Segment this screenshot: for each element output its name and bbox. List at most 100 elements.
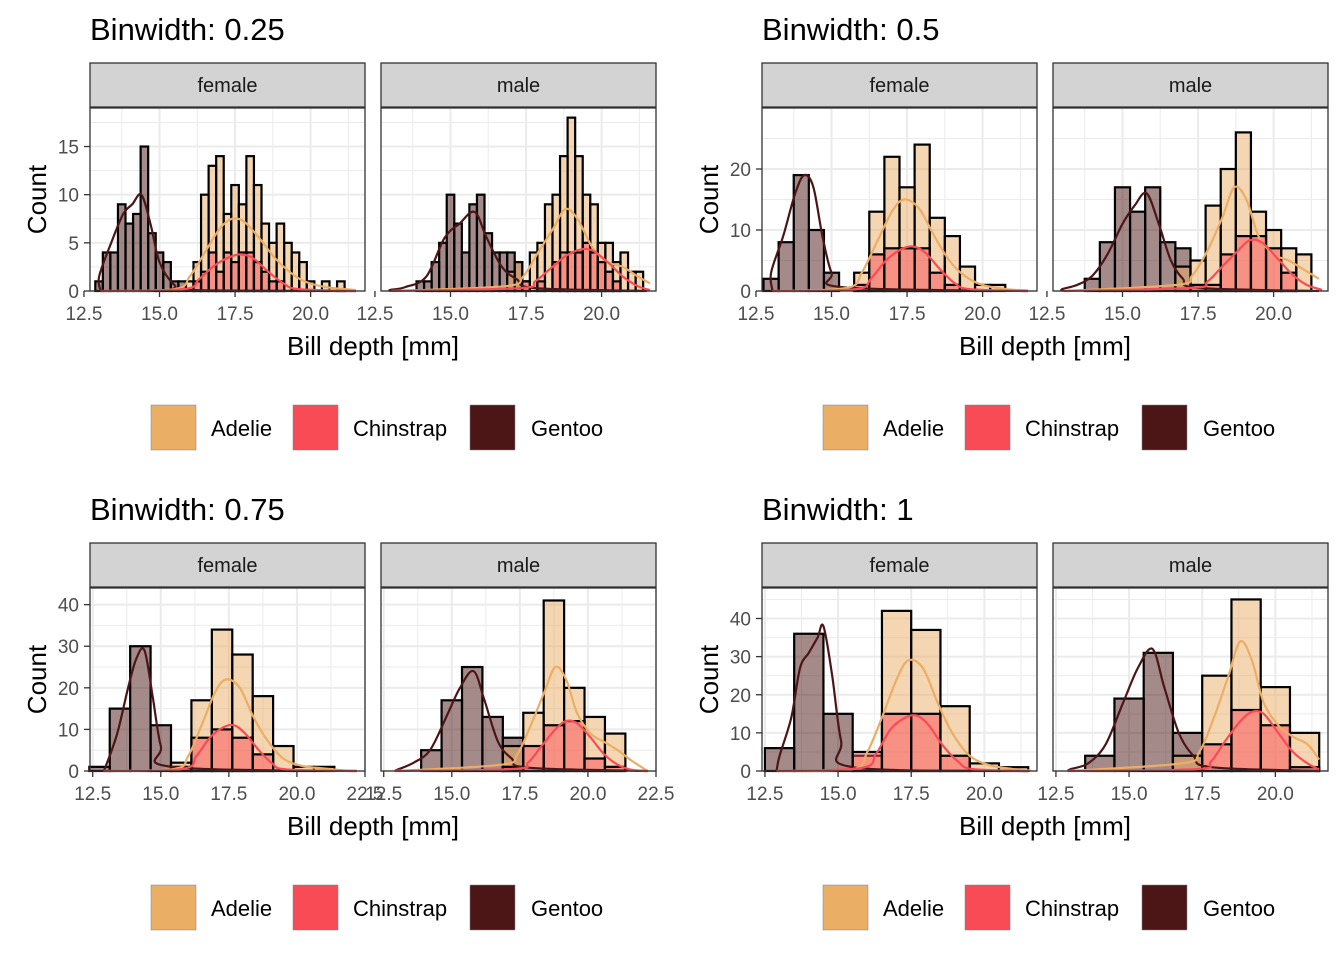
- legend-label-chinstrap: Chinstrap: [1025, 416, 1119, 441]
- x-axis-title: Bill depth [mm]: [959, 331, 1131, 361]
- bar-chinstrap: [604, 270, 615, 293]
- x-tick-label: 17.5: [210, 784, 247, 805]
- density-gentoo: [102, 647, 357, 773]
- panel-border: [380, 587, 657, 772]
- legend-key-gentoo: [469, 404, 516, 451]
- x-tick-label: 17.5: [217, 304, 254, 325]
- bar-gentoo: [109, 251, 120, 293]
- y-tick-label: 10: [58, 720, 79, 741]
- density-curves: [102, 647, 357, 773]
- bar-chinstrap: [928, 271, 946, 293]
- facet-strip: [761, 62, 1038, 108]
- panel-male: male 12.5 15.0 17.5 20.0: [1028, 62, 1329, 325]
- x-tick-label: 12.5: [746, 784, 783, 805]
- bar-adelie: [513, 261, 524, 293]
- x-tick-label: 15.0: [1111, 784, 1148, 805]
- legend-label-adelie: Adelie: [883, 896, 944, 921]
- x-tick-label: 12.5: [65, 304, 102, 325]
- x-tick-label: 12.5: [356, 304, 393, 325]
- chart-title: Binwidth: 0.75: [90, 492, 285, 527]
- x-tick-label: 17.5: [1180, 304, 1217, 325]
- bar-gentoo: [460, 251, 471, 293]
- x-axis: 12.5 15.0 17.5 20.0: [737, 291, 1001, 325]
- bar-gentoo: [131, 212, 142, 293]
- legend-label-adelie: Adelie: [211, 416, 272, 441]
- x-tick-label: 12.5: [365, 784, 402, 805]
- x-tick-label: 15.0: [432, 304, 469, 325]
- density-curves: [97, 192, 356, 293]
- density-gentoo: [1066, 647, 1320, 773]
- bar-gentoo: [438, 241, 448, 293]
- y-axis: 0 10 20 30 40: [730, 610, 762, 783]
- x-axis-title: Bill depth [mm]: [287, 331, 459, 361]
- legend: Adelie Chinstrap Gentoo: [822, 884, 1275, 931]
- legend: Adelie Chinstrap Gentoo: [150, 404, 603, 451]
- x-tick-label: 12.5: [1028, 304, 1065, 325]
- histogram-bars: [1083, 131, 1313, 293]
- bar-chinstrap: [230, 261, 240, 293]
- bar-chinstrap: [215, 270, 225, 293]
- y-tick-label: 40: [58, 596, 79, 617]
- bar-adelie: [298, 261, 308, 293]
- y-tick-label: 20: [58, 679, 79, 700]
- x-axis: 12.5 15.0 17.5 20.0 22.5: [365, 771, 674, 805]
- bar-gentoo: [468, 203, 479, 293]
- legend-label-chinstrap: Chinstrap: [353, 896, 447, 921]
- panel-male: male 12.5 15.0 17.5 20.0: [356, 62, 657, 325]
- panel-male: male 12.5 15.0 17.5 20.0 22.5: [365, 542, 674, 805]
- x-tick-label: 15.0: [1104, 304, 1141, 325]
- y-axis-title: Count: [22, 164, 52, 234]
- x-axis: 12.5 15.0 17.5 20.0: [1037, 771, 1294, 805]
- x-tick-label: 17.5: [508, 304, 545, 325]
- x-tick-label: 20.0: [569, 784, 606, 805]
- x-axis: 12.5 15.0 17.5 20.0: [65, 291, 329, 325]
- facet-strip: [1052, 62, 1329, 108]
- bar-gentoo: [139, 145, 150, 293]
- panel-border: [1052, 587, 1329, 772]
- bar-chinstrap: [596, 261, 607, 293]
- x-tick-label: 20.0: [1255, 304, 1292, 325]
- density-adelie: [1063, 185, 1320, 293]
- y-tick-label: 10: [730, 221, 751, 242]
- bar-adelie: [543, 203, 554, 293]
- panel-border: [89, 587, 366, 772]
- bar-gentoo: [453, 222, 463, 293]
- x-tick-label: 15.0: [813, 304, 850, 325]
- y-axis-title: Count: [22, 644, 52, 714]
- x-axis: 12.5 15.0 17.5 20.0 22.5: [74, 771, 383, 805]
- x-tick-label: 15.0: [141, 304, 178, 325]
- y-tick-label: 30: [730, 648, 751, 669]
- x-tick-label: 12.5: [737, 304, 774, 325]
- histogram-bars: [94, 145, 346, 293]
- facet-strip: [380, 542, 657, 588]
- legend-label-gentoo: Gentoo: [531, 896, 603, 921]
- bar-gentoo: [1113, 186, 1132, 293]
- bar-gentoo: [807, 228, 826, 293]
- y-tick-label: 20: [730, 160, 751, 181]
- facet-label: male: [1169, 555, 1212, 577]
- density-curves: [1066, 639, 1321, 773]
- x-axis: 12.5 15.0 17.5 20.0: [356, 291, 620, 325]
- chart-1: Binwidth: 0.25 female 12.5 15.0 17.5 20.0 0 5 10…: [22, 12, 657, 451]
- facet-strip: [89, 542, 366, 588]
- facet-strip: [761, 542, 1038, 588]
- x-tick-label: 15.0: [433, 784, 470, 805]
- bar-adelie: [619, 251, 630, 293]
- bar-gentoo: [1113, 697, 1145, 773]
- x-tick-label: 15.0: [820, 784, 857, 805]
- legend-key-chinstrap: [964, 884, 1011, 931]
- density-chinstrap: [776, 714, 1029, 773]
- x-tick-label: 12.5: [1037, 784, 1074, 805]
- panel-female: female 12.5 15.0 17.5 20.0 22.5 0 10 20 30 40: [58, 542, 383, 805]
- x-tick-label: 22.5: [638, 784, 675, 805]
- bar-gentoo: [108, 707, 132, 773]
- bar-gentoo: [124, 222, 135, 293]
- x-tick-label: 20.0: [966, 784, 1003, 805]
- legend-label-gentoo: Gentoo: [1203, 896, 1275, 921]
- density-chinstrap: [1063, 238, 1323, 293]
- panel-border: [89, 107, 366, 292]
- facet-label: female: [869, 555, 929, 577]
- legend-label-chinstrap: Chinstrap: [353, 416, 447, 441]
- x-tick-label: 17.5: [501, 784, 538, 805]
